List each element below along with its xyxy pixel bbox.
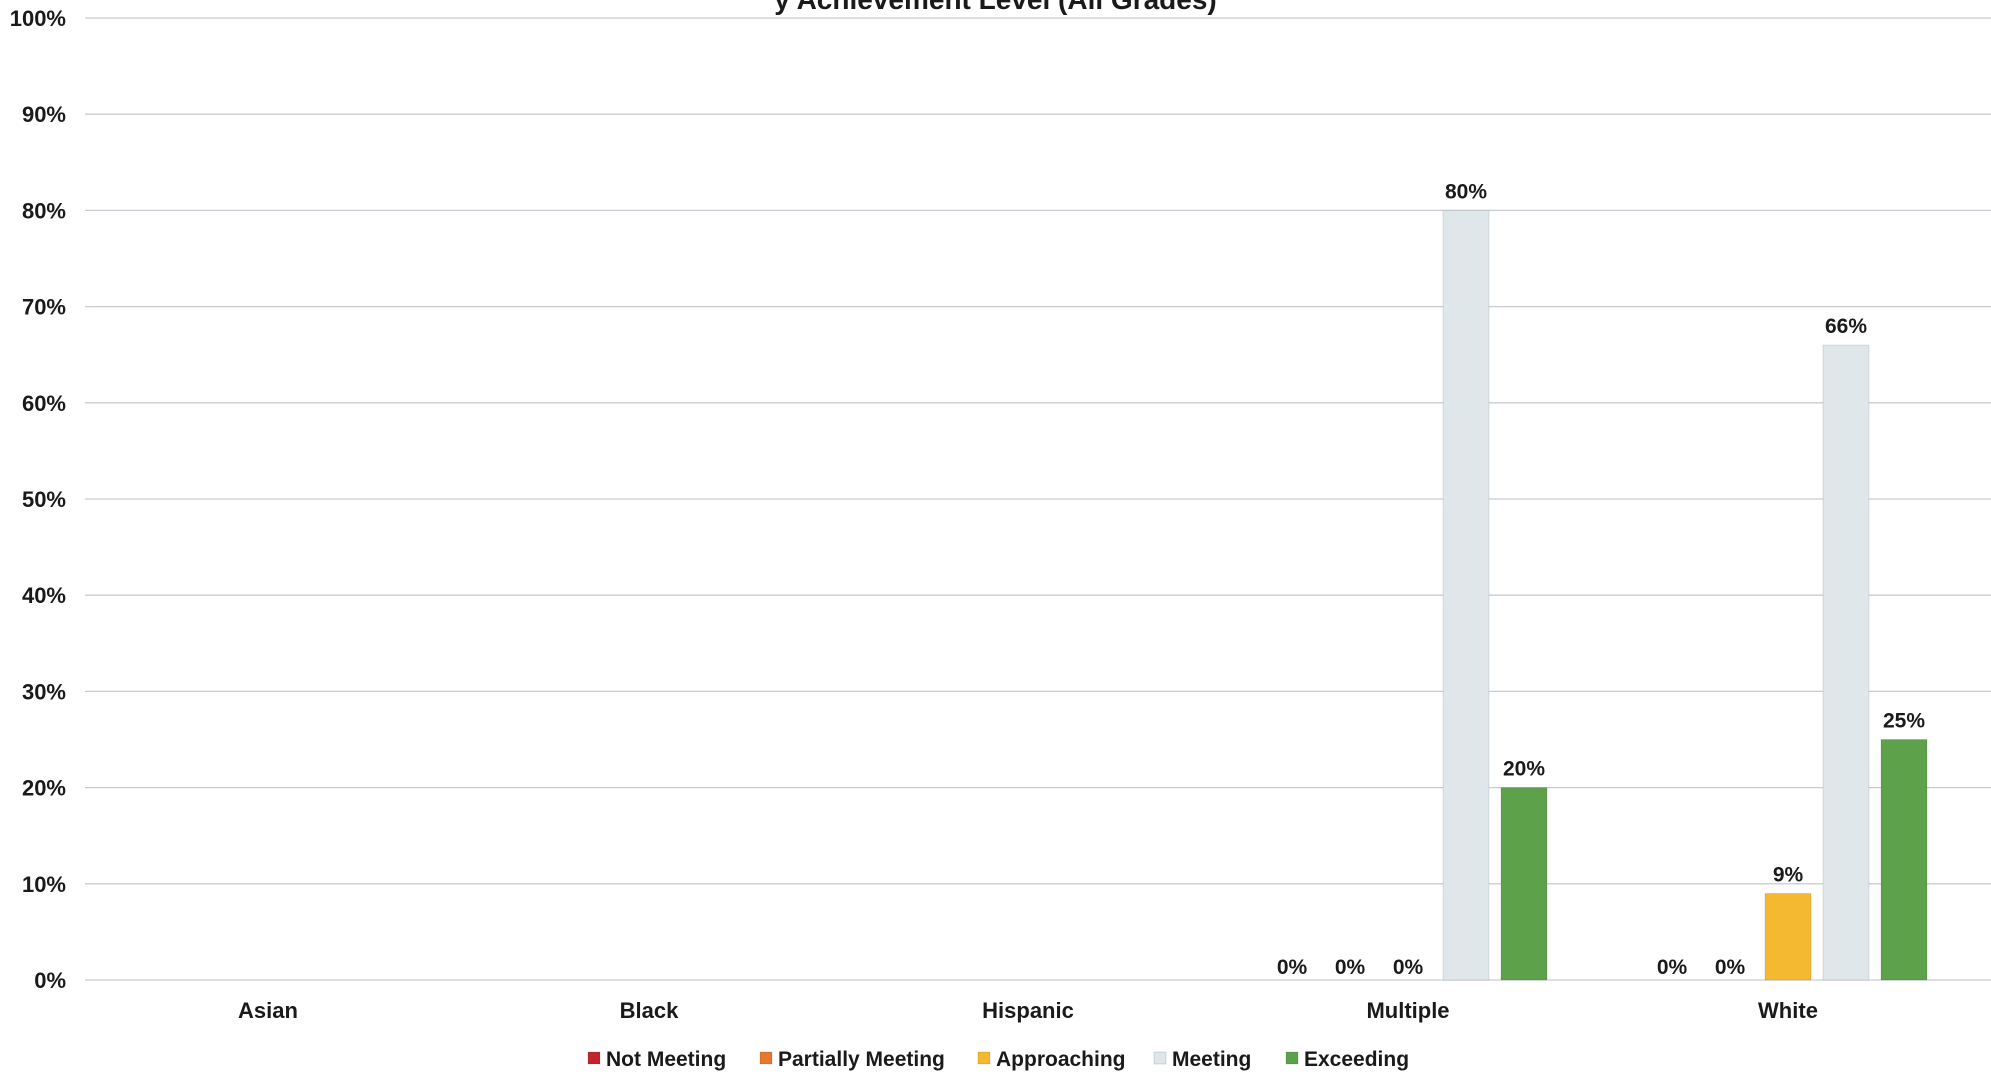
data-label-multiple-partially-meeting: 0% — [1335, 956, 1366, 979]
y-tick-label: 0% — [34, 968, 66, 993]
data-labels: 0% 0% 0% 80% 20% 0% 0% 9% 66% 25% — [1277, 180, 1926, 979]
bar-white-exceeding — [1880, 739, 1928, 981]
bar-white-meeting — [1822, 344, 1870, 981]
data-label-white-approaching: 9% — [1773, 863, 1804, 886]
data-label-white-not-meeting: 0% — [1657, 956, 1688, 979]
legend-swatch-not-meeting — [587, 1051, 601, 1065]
y-tick-label: 50% — [22, 487, 66, 512]
chart-title: y Achievement Level (All Grades) — [0, 0, 1991, 16]
legend-swatch-approaching — [977, 1051, 991, 1065]
y-tick-label: 90% — [22, 102, 66, 127]
bar-multiple-exceeding — [1500, 787, 1548, 981]
x-axis: Asian Black Hispanic Multiple White — [238, 998, 1818, 1023]
y-tick-label: 40% — [22, 583, 66, 608]
bar-multiple-meeting — [1442, 209, 1490, 981]
y-tick-label: 100% — [10, 6, 66, 31]
data-label-multiple-approaching: 0% — [1393, 956, 1424, 979]
y-tick-label: 30% — [22, 679, 66, 704]
x-tick-label-black: Black — [620, 998, 679, 1023]
data-label-white-exceeding: 25% — [1883, 710, 1925, 733]
legend: Not Meeting Partially Meeting Approaching M… — [587, 1048, 1409, 1071]
y-axis: 0% 10% 20% 30% 40% 50% 60% 70% 80% 90% 100% — [10, 6, 66, 993]
y-tick-label: 60% — [22, 391, 66, 416]
legend-label-not-meeting: Not Meeting — [606, 1048, 726, 1071]
legend-swatch-meeting — [1153, 1051, 1167, 1065]
y-tick-label: 80% — [22, 198, 66, 223]
data-label-multiple-meeting: 80% — [1445, 180, 1487, 203]
x-tick-label-white: White — [1758, 998, 1818, 1023]
x-tick-label-hispanic: Hispanic — [982, 998, 1074, 1023]
legend-label-meeting: Meeting — [1172, 1048, 1251, 1071]
data-label-white-meeting: 66% — [1825, 315, 1867, 338]
legend-swatch-exceeding — [1285, 1051, 1299, 1065]
legend-label-exceeding: Exceeding — [1304, 1048, 1409, 1071]
y-tick-label: 70% — [22, 295, 66, 320]
legend-label-approaching: Approaching — [996, 1048, 1126, 1071]
bars — [1442, 209, 1928, 981]
legend-label-partially-meeting: Partially Meeting — [778, 1048, 945, 1071]
x-tick-label-asian: Asian — [238, 998, 298, 1023]
data-label-multiple-not-meeting: 0% — [1277, 956, 1308, 979]
legend-swatch-partially-meeting — [759, 1051, 773, 1065]
y-tick-label: 10% — [22, 872, 66, 897]
y-tick-label: 20% — [22, 776, 66, 801]
gridlines — [85, 17, 1991, 981]
x-tick-label-multiple: Multiple — [1366, 998, 1449, 1023]
data-label-multiple-exceeding: 20% — [1503, 758, 1545, 781]
bar-white-approaching — [1764, 892, 1812, 981]
data-label-white-partially-meeting: 0% — [1715, 956, 1746, 979]
